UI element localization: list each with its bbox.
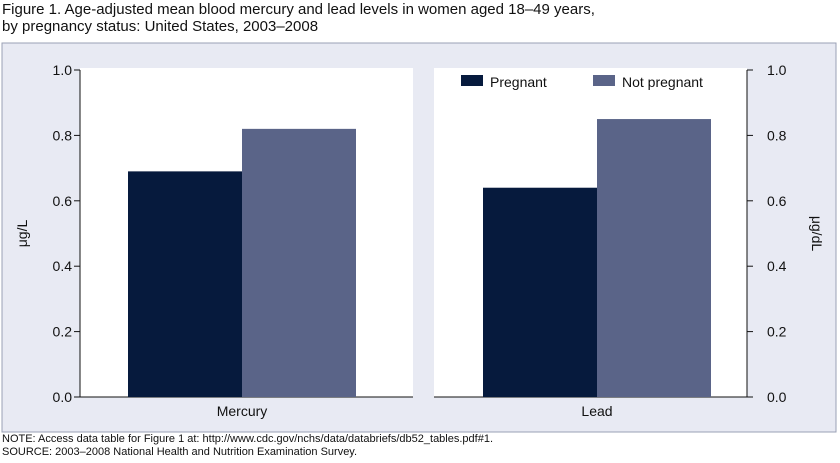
y-tick-label-right: 0.8 [767,127,787,143]
legend-label-1: Not pregnant [622,74,703,90]
chart-svg: 0.0 0.0 0.2 0.2 0.4 0.4 0.6 0.6 0.8 0.8 1.0 1.0 μg/L… [1,42,837,433]
figure-title-line-2: by pregnancy status: United States, 2003… [2,18,319,35]
bar-lead-series-0 [483,187,597,397]
bar-lead-series-1 [597,119,711,398]
y-tick-label-right: 0.0 [767,389,787,405]
y-tick-label-left: 0.4 [53,258,73,274]
legend-swatch-1 [593,75,615,86]
source-text: SOURCE: 2003–2008 National Health and Nu… [2,446,358,458]
y-tick-label-right: 1.0 [767,62,787,78]
y-tick-label-right: 0.4 [767,258,787,274]
y-tick-label-left: 0.6 [53,193,73,209]
y-tick-label-right: 0.6 [767,193,787,209]
y-tick-label-right: 0.2 [767,324,787,340]
bar-mercury-series-1 [242,128,356,398]
x-category-label-mercury: Mercury [217,403,268,419]
y-axis-title-right: μg/dL [809,216,825,252]
y-tick-label-left: 0.8 [53,127,73,143]
y-tick-label-left: 0.2 [53,324,73,340]
figure-title-line-1: Figure 1. Age-adjusted mean blood mercur… [2,1,595,18]
figure-notes: NOTE: Access data table for Figure 1 at:… [2,433,493,459]
chart-container: 0.0 0.0 0.2 0.2 0.4 0.4 0.6 0.6 0.8 0.8 1.0 1.0 μg/L… [0,42,840,434]
legend-label-0: Pregnant [490,74,547,90]
x-category-label-lead: Lead [581,403,612,419]
y-tick-label-left: 1.0 [53,62,73,78]
y-axis-title-left: μg/L [14,220,30,248]
y-tick-label-left: 0.0 [53,389,73,405]
bar-mercury-series-0 [128,171,242,397]
note-text: NOTE: Access data table for Figure 1 at:… [2,433,493,445]
figure-title: Figure 1. Age-adjusted mean blood mercur… [2,1,595,35]
legend-swatch-0 [461,75,483,86]
